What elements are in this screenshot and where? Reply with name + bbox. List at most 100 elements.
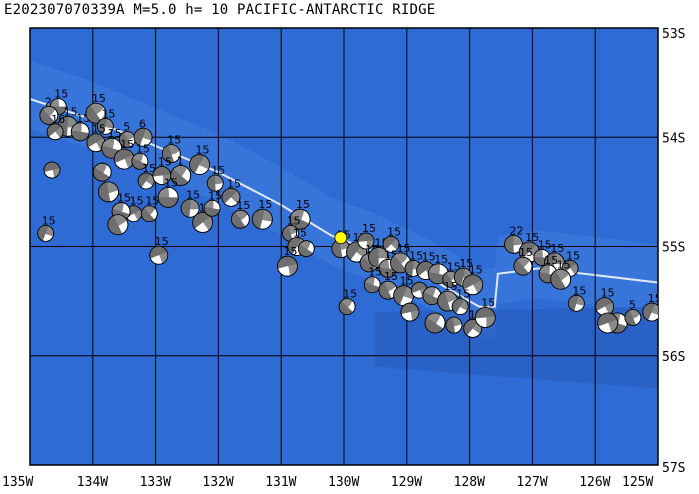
depth-label: 15 <box>368 266 382 279</box>
depth-label: 15 <box>258 198 272 211</box>
focal-mechanism: 15 <box>289 198 311 230</box>
focal-mechanism: 5 <box>118 120 136 148</box>
depth-label: 15 <box>557 258 571 271</box>
focal-mechanism: 15 <box>550 258 572 290</box>
depth-label: 15 <box>400 275 414 288</box>
depth-label: 15 <box>287 214 301 227</box>
depth-label: 15 <box>164 176 178 189</box>
longitude-tick-label: 133W <box>140 475 171 490</box>
longitude-tick-label: 135W <box>2 475 33 490</box>
focal-mechanism <box>98 181 119 203</box>
focal-mechanism: 15 <box>70 112 90 142</box>
latitude-tick-label: 53S <box>662 27 685 42</box>
focal-mechanism: 15 <box>131 142 150 170</box>
focal-mechanism: 15 <box>161 134 181 164</box>
focal-mechanism <box>297 240 315 258</box>
focal-mechanism <box>424 312 446 334</box>
focal-mechanism: 15 <box>180 188 200 218</box>
focal-mechanism: 15 <box>85 92 107 124</box>
depth-label: 15 <box>108 127 122 140</box>
depth-label: 15 <box>519 246 533 259</box>
depth-label: 15 <box>362 222 376 235</box>
depth-label: 15 <box>64 105 78 118</box>
focal-mechanism: 15 <box>251 198 273 230</box>
depth-label: 15 <box>167 134 181 147</box>
depth-label: 22 <box>510 224 524 237</box>
depth-label: 5 <box>123 120 130 133</box>
focal-mechanism: 15 <box>382 225 401 253</box>
focal-mechanism: 15 <box>462 264 484 296</box>
focal-mechanism: 15 <box>287 227 307 256</box>
depth-label: 15 <box>120 138 134 151</box>
focal-mechanism: 15 <box>451 288 470 315</box>
depth-label: 15 <box>444 280 458 293</box>
depth-label: 5 <box>629 299 636 312</box>
depth-label: 15 <box>409 249 423 262</box>
depth-label: 15 <box>155 235 169 248</box>
depth-label: 15 <box>236 199 250 212</box>
latitude-tick-label: 57S <box>662 461 685 476</box>
longitude-tick-label: 127W <box>516 475 547 490</box>
latitude-tick-label: 55S <box>662 241 685 256</box>
focal-mechanism <box>400 302 420 322</box>
focal-mechanism: 15 <box>363 266 382 294</box>
depth-label: 15 <box>293 227 307 240</box>
depth-label: 15 <box>92 92 106 105</box>
depth-label: 15 <box>142 162 156 175</box>
focal-mechanism: 15 <box>221 177 241 207</box>
focal-mechanism: 15 <box>378 270 398 300</box>
focal-mechanism: 15 <box>357 222 376 250</box>
focal-mechanism: 22 <box>504 224 524 254</box>
focal-mechanism: 1 <box>170 154 192 186</box>
focal-mechanism: 15 <box>595 287 615 316</box>
depth-label: 15 <box>538 238 552 251</box>
depth-label: 16 <box>51 113 65 126</box>
focal-mechanism: 6 <box>133 117 153 147</box>
focal-mechanism: 5 <box>624 299 642 326</box>
focal-mechanism: 15 <box>277 245 298 277</box>
longitude-tick-label: 125W <box>622 475 653 490</box>
focal-mechanism: 2 <box>39 95 59 125</box>
map-title: E202307070339A M=5.0 h= 10 PACIFIC-ANTAR… <box>4 2 436 18</box>
depth-label: 15 <box>422 251 436 264</box>
depth-label: 15 <box>130 195 144 208</box>
focal-mechanism: 15 <box>137 162 156 190</box>
depth-label: 15 <box>101 107 115 120</box>
depth-label: 15 <box>434 253 448 266</box>
longitude-tick-label: 129W <box>391 475 422 490</box>
focal-mechanism <box>597 312 619 334</box>
depth-label: 15 <box>227 177 241 190</box>
longitude-tick-label: 132W <box>202 475 233 490</box>
depth-label: 15 <box>481 297 495 310</box>
focal-mechanism: 15 <box>113 138 135 170</box>
focal-mechanism: 15 <box>96 107 115 135</box>
focal-mechanism: 15 <box>567 284 586 312</box>
focal-mechanism: 15 <box>642 292 662 322</box>
latitude-tick-label: 54S <box>662 131 685 146</box>
depth-label: 15 <box>384 270 398 283</box>
event-layer <box>334 231 348 245</box>
graticule <box>29 27 659 466</box>
map-frame <box>29 27 659 466</box>
ridge-flank-band <box>30 61 658 337</box>
focal-mechanism: 15 <box>393 275 415 307</box>
depth-label: 15 <box>397 242 411 255</box>
depth-label: 15 <box>54 88 68 101</box>
focal-mechanism: 15 <box>368 236 389 268</box>
focal-mechanism: 15 <box>230 199 250 229</box>
focal-mechanism: 15 <box>157 176 179 208</box>
depth-label: 15 <box>211 164 225 177</box>
focal-mechanism <box>445 316 463 334</box>
depth-label: 15 <box>572 284 586 297</box>
depth-label: 15 <box>186 188 200 201</box>
depth-label: 15 <box>42 214 56 227</box>
depth-label: 15 <box>648 292 662 305</box>
depth-label: 15 <box>387 225 401 238</box>
depth-label: 15 <box>343 288 357 301</box>
longitude-tick-label: 128W <box>454 475 485 490</box>
longitude-tick-label: 130W <box>328 475 359 490</box>
event-marker <box>334 231 348 245</box>
focal-mechanism: 15 <box>203 189 222 217</box>
latitude-tick-label: 56S <box>662 350 685 365</box>
